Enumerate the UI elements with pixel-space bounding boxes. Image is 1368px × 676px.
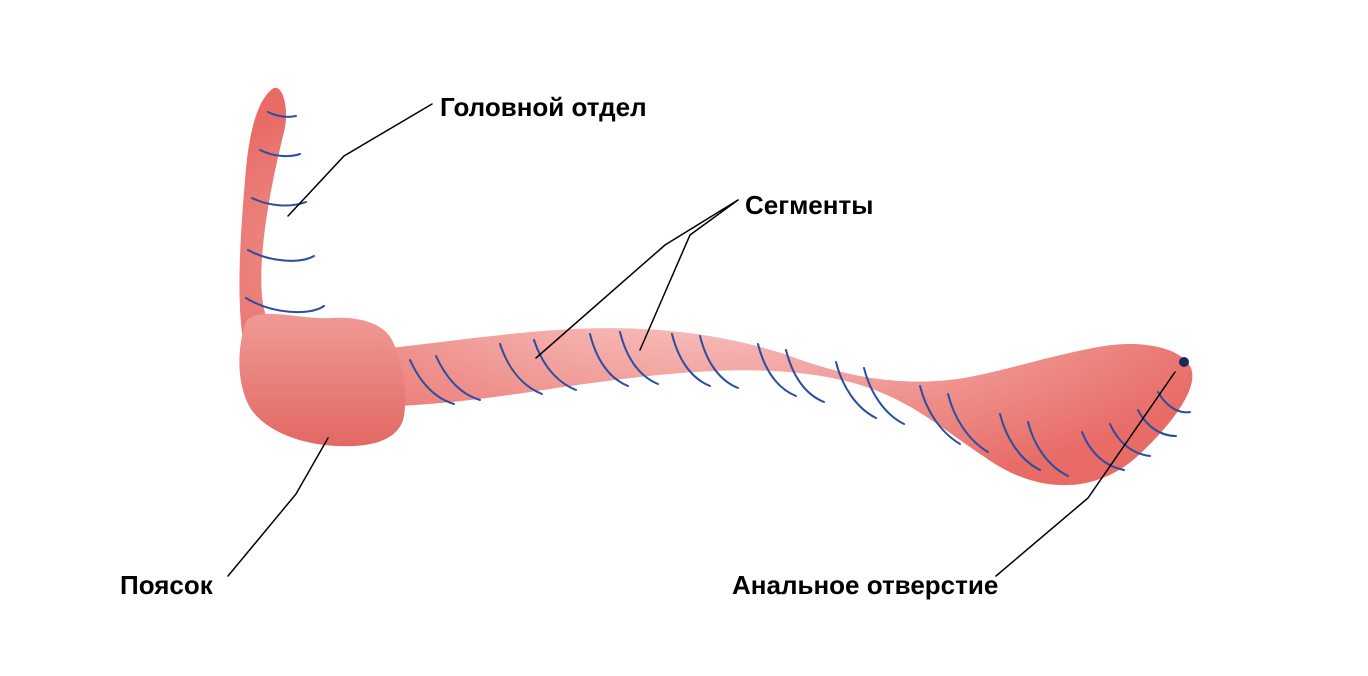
earthworm-diagram: Головной отдел Сегменты Поясок Анальное … (0, 0, 1368, 676)
label-segments: Сегменты (745, 190, 873, 221)
label-head: Головной отдел (440, 92, 647, 123)
anus-dot (1179, 357, 1189, 367)
label-anus: Анальное отверстие (732, 570, 998, 601)
clitellum (239, 314, 405, 446)
label-clitellum: Поясок (120, 570, 213, 601)
